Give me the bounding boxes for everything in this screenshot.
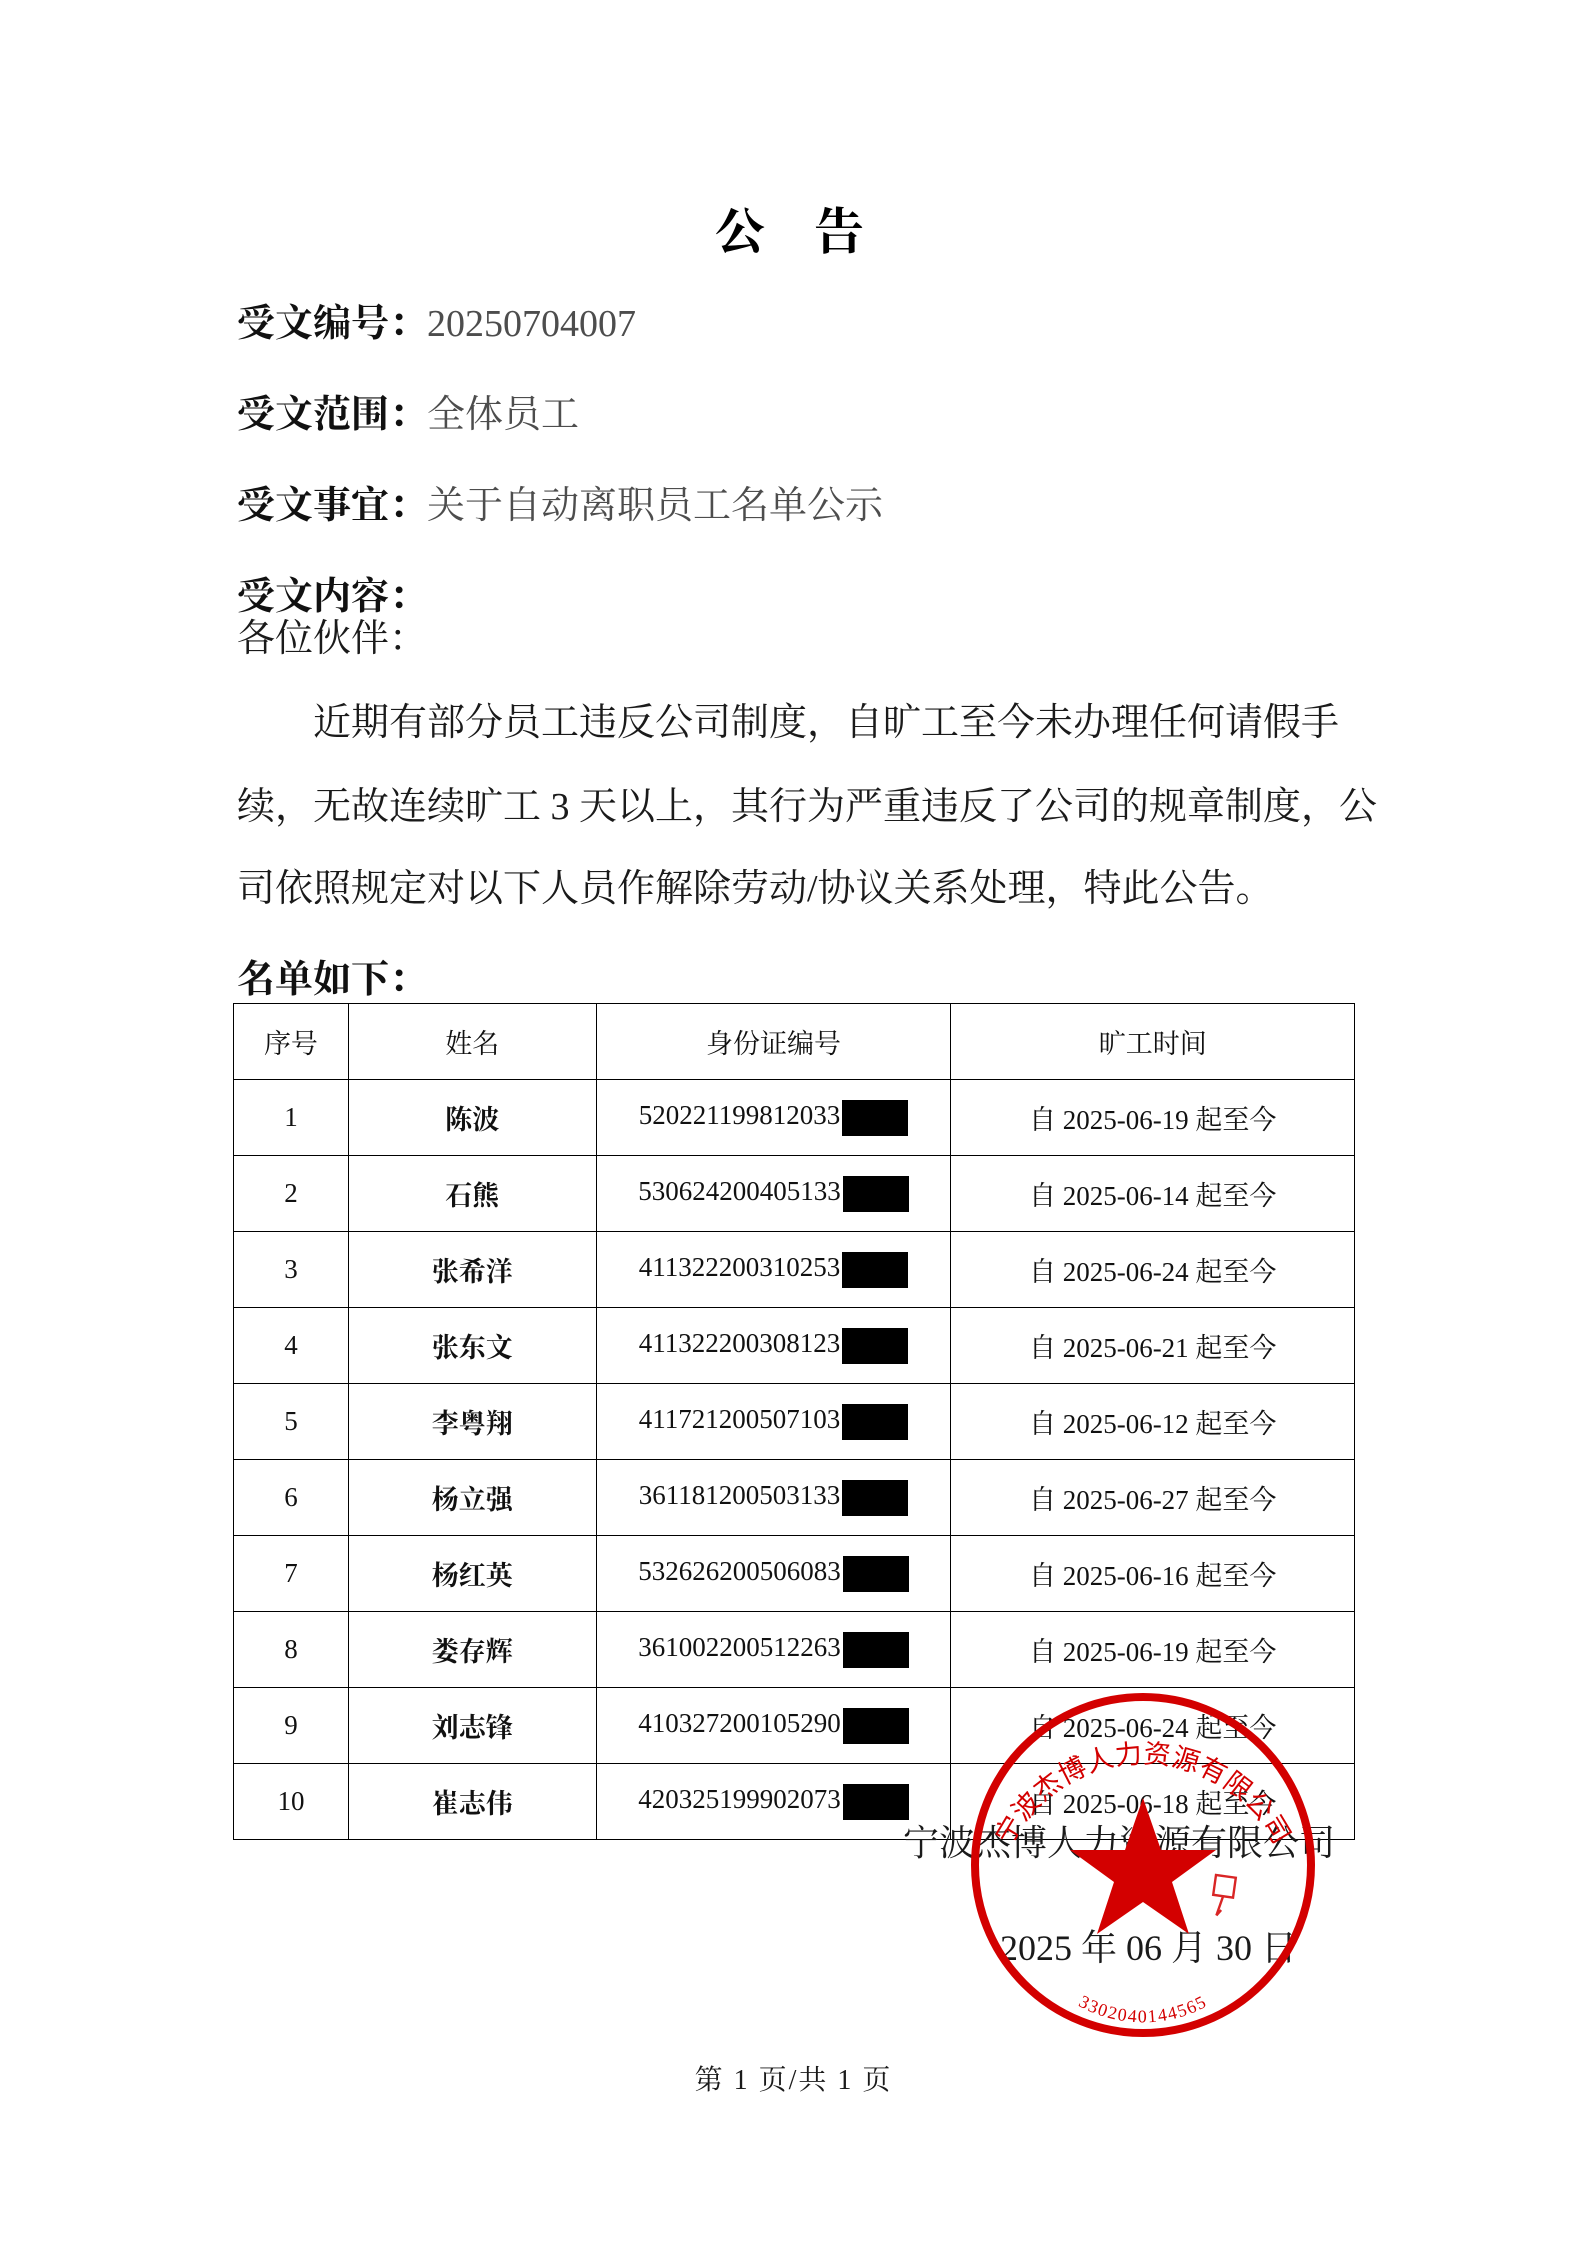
svg-text:3302040144565: 3302040144565 [1076,1991,1210,2026]
